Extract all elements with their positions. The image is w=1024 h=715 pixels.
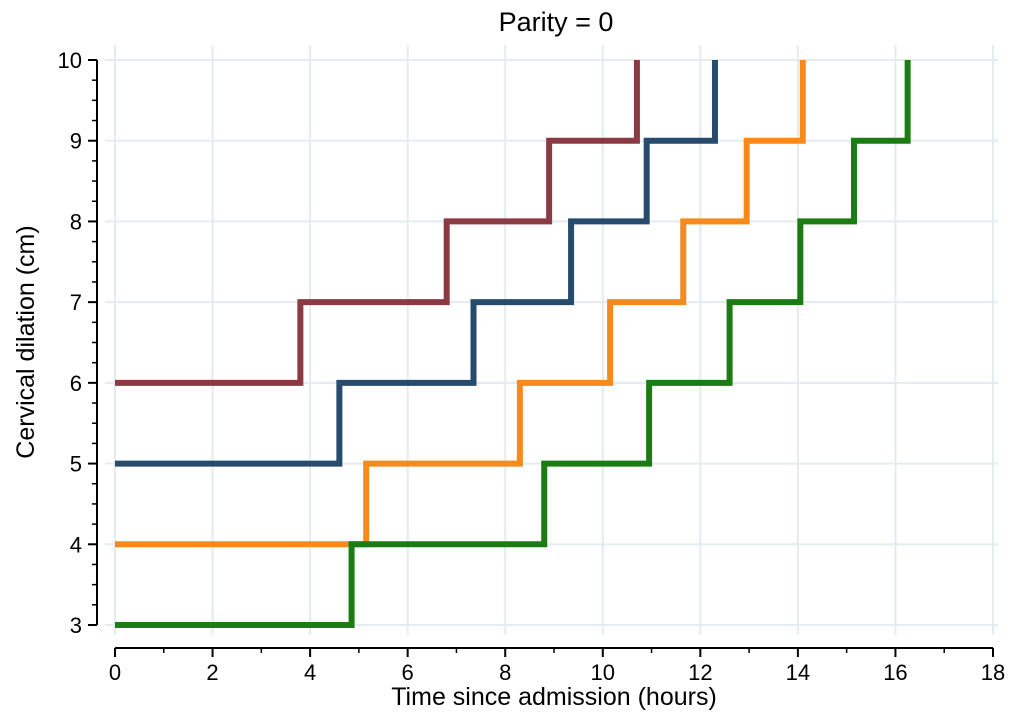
y-tick-label: 9 xyxy=(70,129,82,154)
y-tick-label: 10 xyxy=(58,48,82,73)
x-tick-label: 12 xyxy=(688,660,712,685)
x-tick-label: 8 xyxy=(499,660,511,685)
y-tick-label: 6 xyxy=(70,371,82,396)
y-tick-label: 7 xyxy=(70,290,82,315)
y-tick-label: 5 xyxy=(70,452,82,477)
series-line-1 xyxy=(115,60,640,386)
x-tick-label: 10 xyxy=(591,660,615,685)
series-line-4 xyxy=(115,60,911,628)
x-tick-label: 0 xyxy=(109,660,121,685)
y-axis-title: Cervical dilation (cm) xyxy=(12,225,40,458)
tick-labels: 0 2 4 6 8 10 12 14 16 18 3 4 5 6 7 8 9 10 xyxy=(58,48,1006,685)
x-tick-label: 14 xyxy=(786,660,810,685)
y-tick-label: 8 xyxy=(70,209,82,234)
x-axis-title: Time since admission (hours) xyxy=(391,683,717,711)
x-tick-label: 2 xyxy=(206,660,218,685)
y-tick-label: 3 xyxy=(70,613,82,638)
y-tick-label: 4 xyxy=(70,532,82,557)
series-line-3 xyxy=(115,60,806,548)
axes xyxy=(88,59,994,657)
x-tick-label: 18 xyxy=(981,660,1005,685)
x-tick-label: 6 xyxy=(402,660,414,685)
series-line-2 xyxy=(115,60,718,467)
series-group xyxy=(115,60,911,628)
x-tick-label: 16 xyxy=(883,660,907,685)
x-tick-label: 4 xyxy=(304,660,316,685)
chart-title: Parity = 0 xyxy=(499,7,614,37)
